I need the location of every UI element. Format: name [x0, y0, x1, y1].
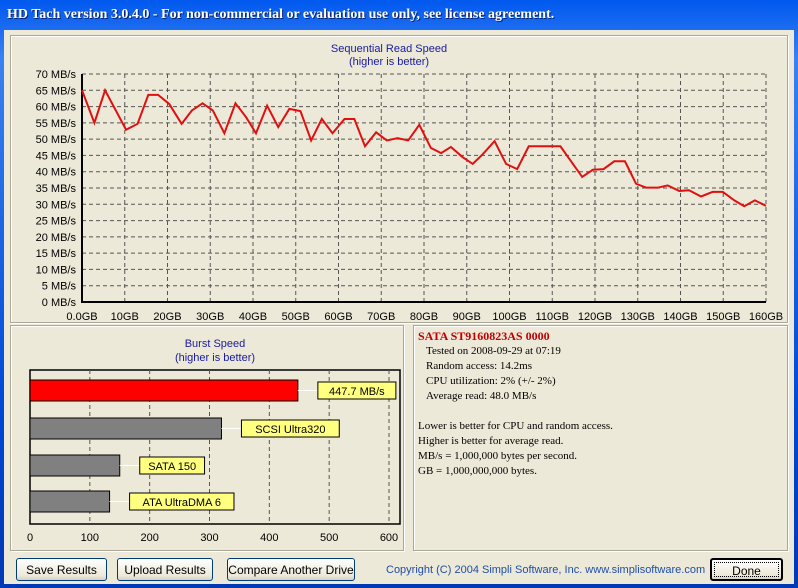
- x-tick-label: 70GB: [367, 311, 395, 322]
- bar-label-box: [129, 492, 235, 511]
- x-tick-label: 20GB: [153, 311, 181, 322]
- bar-label-box: [240, 419, 340, 438]
- compare-another-drive-button[interactable]: Compare Another Drive: [227, 558, 355, 581]
- x-tick-label: 120GB: [578, 311, 612, 322]
- note-line: GB = 1,000,000,000 bytes.: [418, 465, 537, 477]
- y-tick-label: 20 MB/s: [36, 232, 77, 244]
- sequential-read-panel: Sequential Read Speed (higher is better) 0…: [10, 35, 788, 323]
- x-tick-label: 100GB: [492, 311, 526, 322]
- burst-bar: [29, 379, 299, 402]
- x-tick-label: 0: [27, 532, 33, 544]
- bar-label-box: [317, 381, 397, 400]
- x-tick-label: 130GB: [621, 311, 655, 322]
- bar-label: SCSI Ultra320: [255, 424, 325, 436]
- x-tick-label: 150GB: [706, 311, 740, 322]
- y-tick-label: 30 MB/s: [36, 199, 77, 211]
- y-tick-label: 55 MB/s: [36, 118, 77, 130]
- y-tick-label: 45 MB/s: [36, 150, 77, 162]
- x-tick-label: 0.0GB: [66, 311, 97, 322]
- x-tick-label: 500: [320, 532, 338, 544]
- window-title: HD Tach version 3.0.4.0 - For non-commer…: [7, 7, 555, 22]
- y-tick-label: 25 MB/s: [36, 216, 77, 228]
- chart-subtitle: (higher is better): [349, 56, 429, 68]
- x-tick-label: 100: [81, 532, 99, 544]
- note-line: Lower is better for CPU and random acces…: [418, 420, 613, 432]
- x-tick-label: 10GB: [111, 311, 139, 322]
- plot-frame: [29, 369, 401, 525]
- chart-subtitle: (higher is better): [175, 352, 255, 364]
- average-read: Average read: 48.0 MB/s: [426, 390, 537, 402]
- client-area: Sequential Read Speed (higher is better) 0…: [4, 30, 794, 584]
- upload-results-button[interactable]: Upload Results: [117, 558, 213, 581]
- y-tick-label: 10 MB/s: [36, 264, 77, 276]
- cpu-utilization: CPU utilization: 2% (+/- 2%): [426, 375, 556, 387]
- sequential-read-chart: Sequential Read Speed(higher is better) 0…: [36, 43, 783, 323]
- y-tick-label: 60 MB/s: [36, 102, 77, 114]
- burst-speed-chart: Burst Speed (higher is better) 0 100 200 300 4…: [27, 338, 401, 544]
- y-tick-label: 65 MB/s: [36, 85, 77, 97]
- chart-title: Burst Speed: [185, 338, 246, 350]
- read-speed-line: [81, 87, 767, 208]
- copyright-text: Copyright (C) 2004 Simpli Software, Inc.…: [386, 564, 706, 576]
- x-tick-label: 50GB: [282, 311, 310, 322]
- drive-info-panel: SATA ST9160823AS 0000 Tested on 2008-09-…: [413, 325, 788, 551]
- x-tick-label: 60GB: [324, 311, 352, 322]
- y-tick-label: 35 MB/s: [36, 183, 77, 195]
- y-tick-label: 50 MB/s: [36, 134, 77, 146]
- burst-bar: [29, 417, 222, 440]
- save-results-button[interactable]: Save Results: [16, 558, 107, 581]
- y-tick-label: 15 MB/s: [36, 248, 77, 260]
- done-button[interactable]: Done: [710, 558, 783, 581]
- bar-label-box: [139, 456, 206, 475]
- bar-label: 447.7 MB/s: [329, 386, 385, 398]
- x-tick-label: 30GB: [196, 311, 224, 322]
- x-tick-label: 110GB: [536, 311, 569, 322]
- y-tick-label: 0 MB/s: [42, 297, 77, 309]
- drive-name: SATA ST9160823AS 0000: [418, 329, 550, 343]
- y-tick-label: 70 MB/s: [36, 69, 77, 81]
- x-tick-label: 140GB: [663, 311, 697, 322]
- x-tick-label: 40GB: [239, 311, 267, 322]
- y-tick-label: 5 MB/s: [42, 281, 77, 293]
- y-tick-label: 40 MB/s: [36, 167, 77, 179]
- x-tick-label: 300: [200, 532, 218, 544]
- burst-bar: [29, 454, 121, 477]
- title-bar[interactable]: HD Tach version 3.0.4.0 - For non-commer…: [0, 0, 798, 30]
- x-tick-label: 160GB: [749, 311, 783, 322]
- chart-title: Sequential Read Speed: [331, 43, 447, 55]
- burst-speed-panel: Burst Speed (higher is better) 0 100 200 300 4…: [10, 325, 404, 551]
- note-line: MB/s = 1,000,000 bytes per second.: [418, 450, 577, 462]
- x-tick-label: 400: [260, 532, 278, 544]
- x-tick-label: 200: [140, 532, 158, 544]
- bar-label: SATA 150: [148, 461, 196, 473]
- tested-date: Tested on 2008-09-29 at 07:19: [426, 345, 561, 357]
- x-tick-label: 90GB: [453, 311, 481, 322]
- x-tick-label: 600: [380, 532, 398, 544]
- bar-label: ATA UltraDMA 6: [143, 497, 221, 509]
- random-access: Random access: 14.2ms: [426, 360, 533, 372]
- note-line: Higher is better for average read.: [418, 435, 564, 447]
- x-tick-label: 80GB: [410, 311, 438, 322]
- burst-bar: [29, 490, 111, 513]
